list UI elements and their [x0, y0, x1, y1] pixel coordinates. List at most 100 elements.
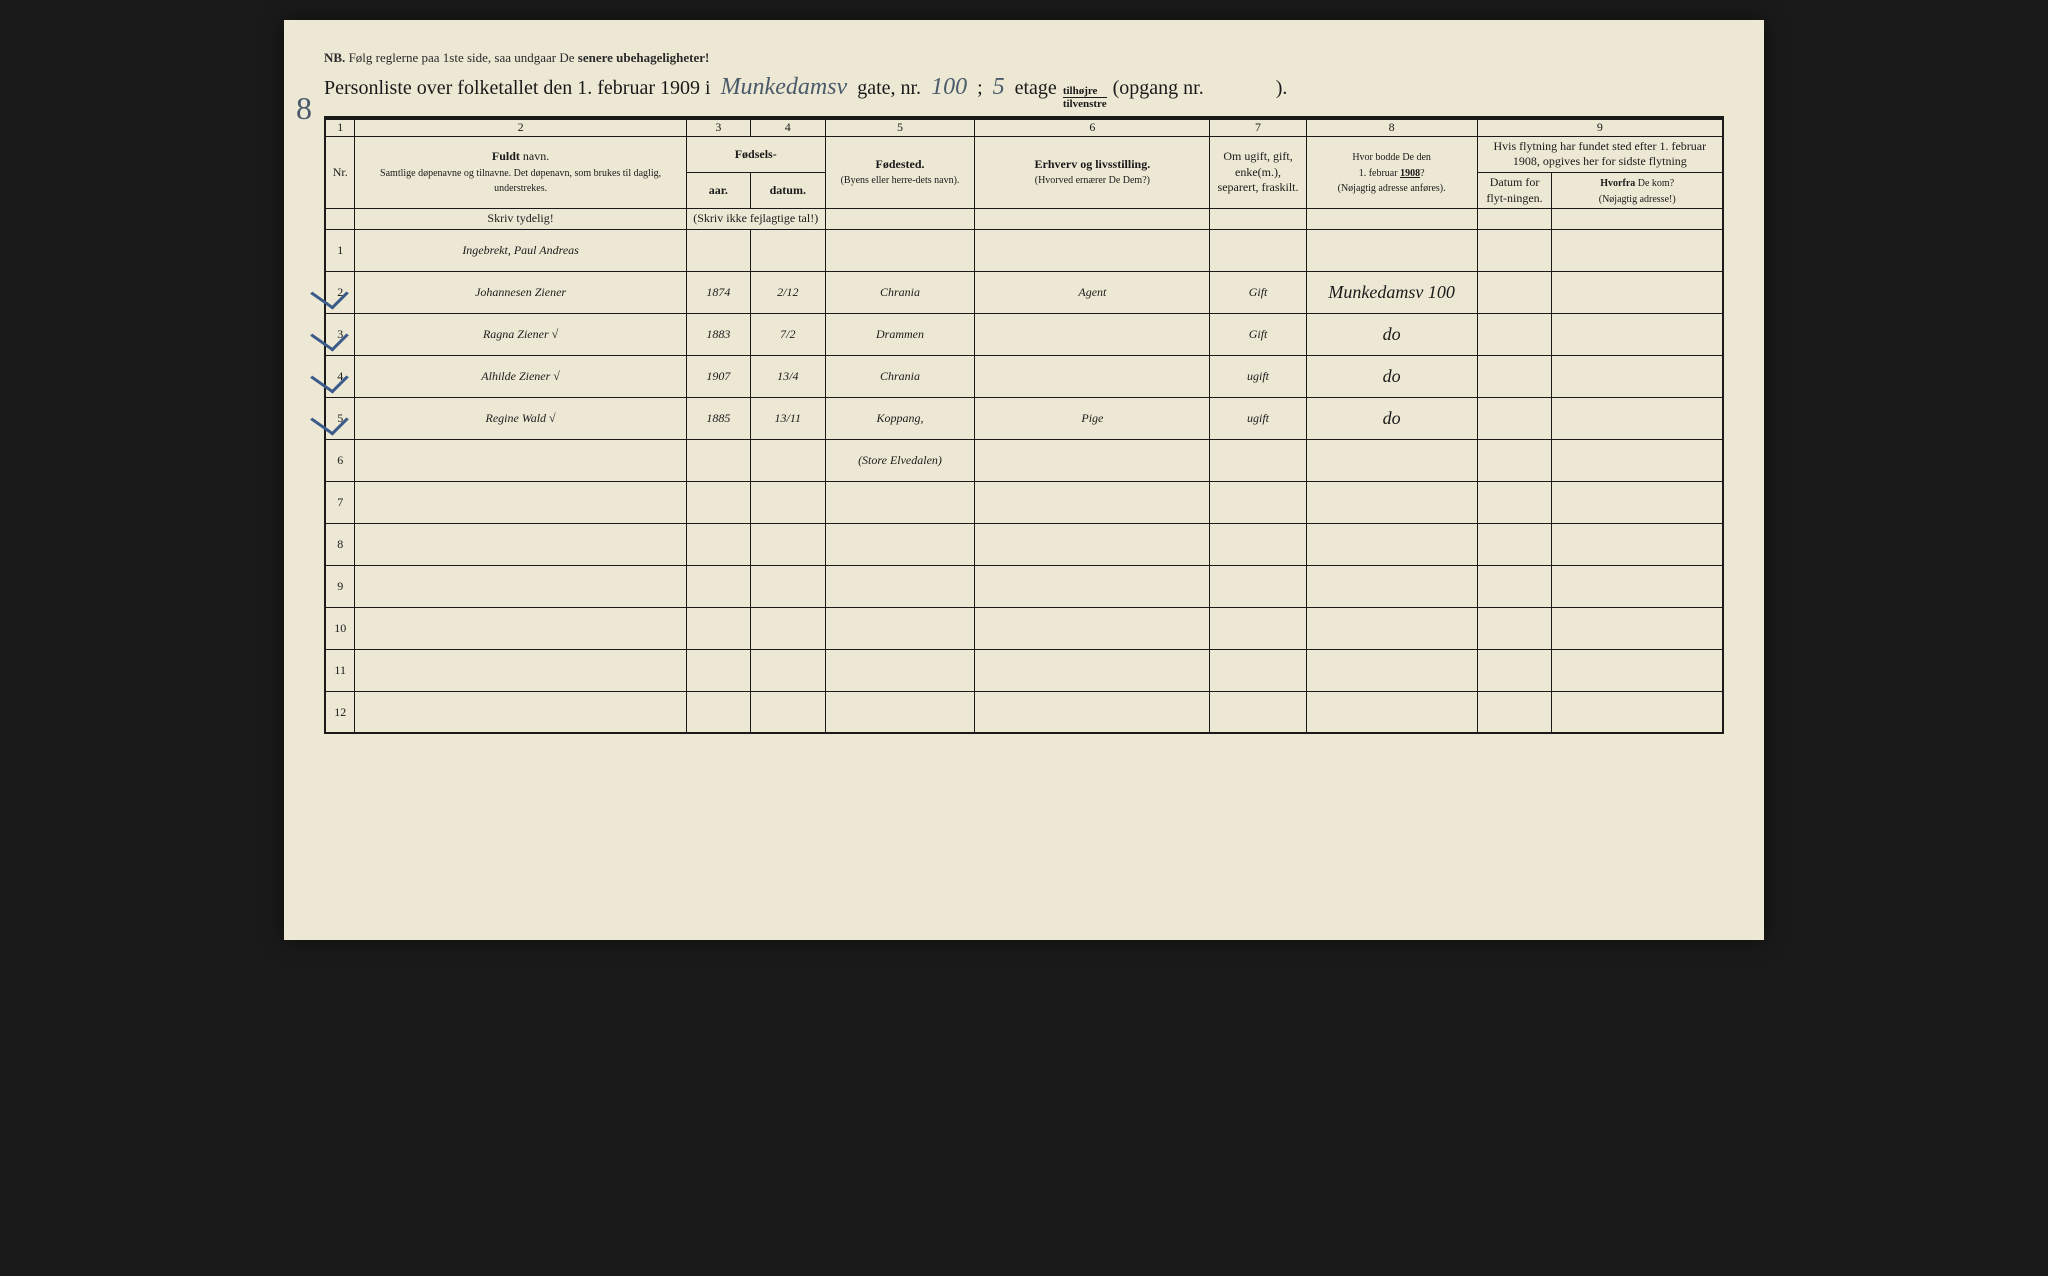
table-row: 2Johannesen Ziener18742/12ChraniaAgentGi…: [325, 271, 1723, 313]
header-movefrom: Hvorfra De kom? (Nøjagtig adresse!): [1552, 172, 1723, 208]
header-aar: aar.: [686, 172, 750, 208]
cell-addr1908: [1306, 649, 1477, 691]
cell-movedate: [1477, 691, 1552, 733]
cell-marital: [1210, 229, 1306, 271]
cell-name: [355, 565, 686, 607]
header-marital: Om ugift, gift, enke(m.), separert, fras…: [1210, 136, 1306, 208]
cell-marital: ugift: [1210, 355, 1306, 397]
opgang-close: ).: [1276, 77, 1288, 100]
cell-place: [825, 649, 975, 691]
cell-occupation: [975, 565, 1210, 607]
side-stack: tilhøjre tilvenstre: [1063, 85, 1107, 110]
cell-date: 13/4: [750, 355, 825, 397]
nb-text: Følg reglerne paa 1ste side, saa undgaar…: [349, 50, 578, 65]
cell-year: 1907: [686, 355, 750, 397]
cell-place: Koppang,: [825, 397, 975, 439]
cell-year: 1883: [686, 313, 750, 355]
cell-year: [686, 481, 750, 523]
header-name-rest: navn.: [520, 149, 549, 163]
cell-name: Alhilde Ziener √: [355, 355, 686, 397]
cell-name: [355, 691, 686, 733]
cell-marital: [1210, 565, 1306, 607]
cell-marital: [1210, 523, 1306, 565]
cell-addr1908: [1306, 481, 1477, 523]
header-erhverv-sub: (Hvorved ernærer De Dem?): [1035, 175, 1150, 186]
table-head: 1 2 3 4 5 6 7 8 9 Nr. Fuldt navn. Samtli…: [325, 119, 1723, 229]
header-fodested-sub: (Byens eller herre-dets navn).: [841, 175, 960, 186]
nb-prefix: NB.: [324, 50, 345, 65]
cell-addr1908: do: [1306, 355, 1477, 397]
colnum-7: 7: [1210, 119, 1306, 136]
colnum-5: 5: [825, 119, 975, 136]
tilhojre: tilhøjre: [1063, 85, 1107, 98]
cell-place: [825, 565, 975, 607]
table-row: 8: [325, 523, 1723, 565]
cell-movefrom: [1552, 271, 1723, 313]
table-row: 6(Store Elvedalen): [325, 439, 1723, 481]
header-col9-top: Hvis flytning har fundet sted efter 1. f…: [1477, 136, 1723, 172]
header-addr1908-l1: Hvor bodde De den: [1352, 152, 1431, 163]
header-movefrom-bold: Hvorfra: [1600, 178, 1635, 189]
cell-date: [750, 439, 825, 481]
cell-nr: 8: [325, 523, 355, 565]
cell-addr1908: Munkedamsv 100: [1306, 271, 1477, 313]
cell-movedate: [1477, 313, 1552, 355]
cell-occupation: Pige: [975, 397, 1210, 439]
cell-occupation: [975, 481, 1210, 523]
table-row: 3Ragna Ziener √18837/2DrammenGiftdo: [325, 313, 1723, 355]
cell-addr1908: [1306, 565, 1477, 607]
header-fodested: Fødested. (Byens eller herre-dets navn).: [825, 136, 975, 208]
cell-year: [686, 565, 750, 607]
cell-movefrom: [1552, 565, 1723, 607]
header-addr1908-q: ?: [1420, 168, 1424, 179]
header-fodested-text: Fødested.: [876, 157, 925, 171]
cell-addr1908: do: [1306, 397, 1477, 439]
header-movedate: Datum for flyt-ningen.: [1477, 172, 1552, 208]
cell-name: [355, 649, 686, 691]
cell-movefrom: [1552, 481, 1723, 523]
cell-movefrom: [1552, 229, 1723, 271]
cell-occupation: [975, 649, 1210, 691]
cell-date: [750, 691, 825, 733]
cell-date: [750, 649, 825, 691]
title-row: Personliste over folketallet den 1. febr…: [324, 74, 1724, 118]
cell-movedate: [1477, 565, 1552, 607]
cell-place: [825, 607, 975, 649]
cell-year: [686, 229, 750, 271]
cell-place: Chrania: [825, 355, 975, 397]
cell-marital: [1210, 439, 1306, 481]
colnum-1: 1: [325, 119, 355, 136]
cell-occupation: [975, 691, 1210, 733]
header-movefrom-sub: (Nøjagtig adresse!): [1599, 194, 1676, 205]
floor-number: 5: [989, 74, 1009, 101]
header-name: Fuldt navn. Samtlige døpenavne og tilnav…: [355, 136, 686, 208]
cell-date: [750, 523, 825, 565]
census-page: 8 NB. Følg reglerne paa 1ste side, saa u…: [284, 20, 1764, 940]
header-addr1908-sub: (Nøjagtig adresse anføres).: [1338, 183, 1446, 194]
cell-marital: [1210, 481, 1306, 523]
cell-nr: 10: [325, 607, 355, 649]
cell-movedate: [1477, 271, 1552, 313]
table-row: 7: [325, 481, 1723, 523]
cell-date: [750, 565, 825, 607]
cell-addr1908: [1306, 523, 1477, 565]
cell-date: 2/12: [750, 271, 825, 313]
table-row: 12: [325, 691, 1723, 733]
nb-warning: NB. Følg reglerne paa 1ste side, saa und…: [324, 50, 1724, 66]
table-row: 10: [325, 607, 1723, 649]
table-body: 1Ingebrekt, Paul Andreas2Johannesen Zien…: [325, 229, 1723, 733]
cell-nr: 9: [325, 565, 355, 607]
cell-marital: ugift: [1210, 397, 1306, 439]
cell-place: Chrania: [825, 271, 975, 313]
cell-date: [750, 229, 825, 271]
header-addr1908-year: 1908: [1400, 168, 1420, 179]
cell-name: Ragna Ziener √: [355, 313, 686, 355]
colnum-2: 2: [355, 119, 686, 136]
cell-movefrom: [1552, 313, 1723, 355]
cell-year: [686, 691, 750, 733]
header-addr1908: Hvor bodde De den 1. februar 1908? (Nøja…: [1306, 136, 1477, 208]
margin-page-number: 8: [296, 90, 312, 127]
cell-occupation: [975, 229, 1210, 271]
cell-movefrom: [1552, 523, 1723, 565]
cell-name: Regine Wald √: [355, 397, 686, 439]
